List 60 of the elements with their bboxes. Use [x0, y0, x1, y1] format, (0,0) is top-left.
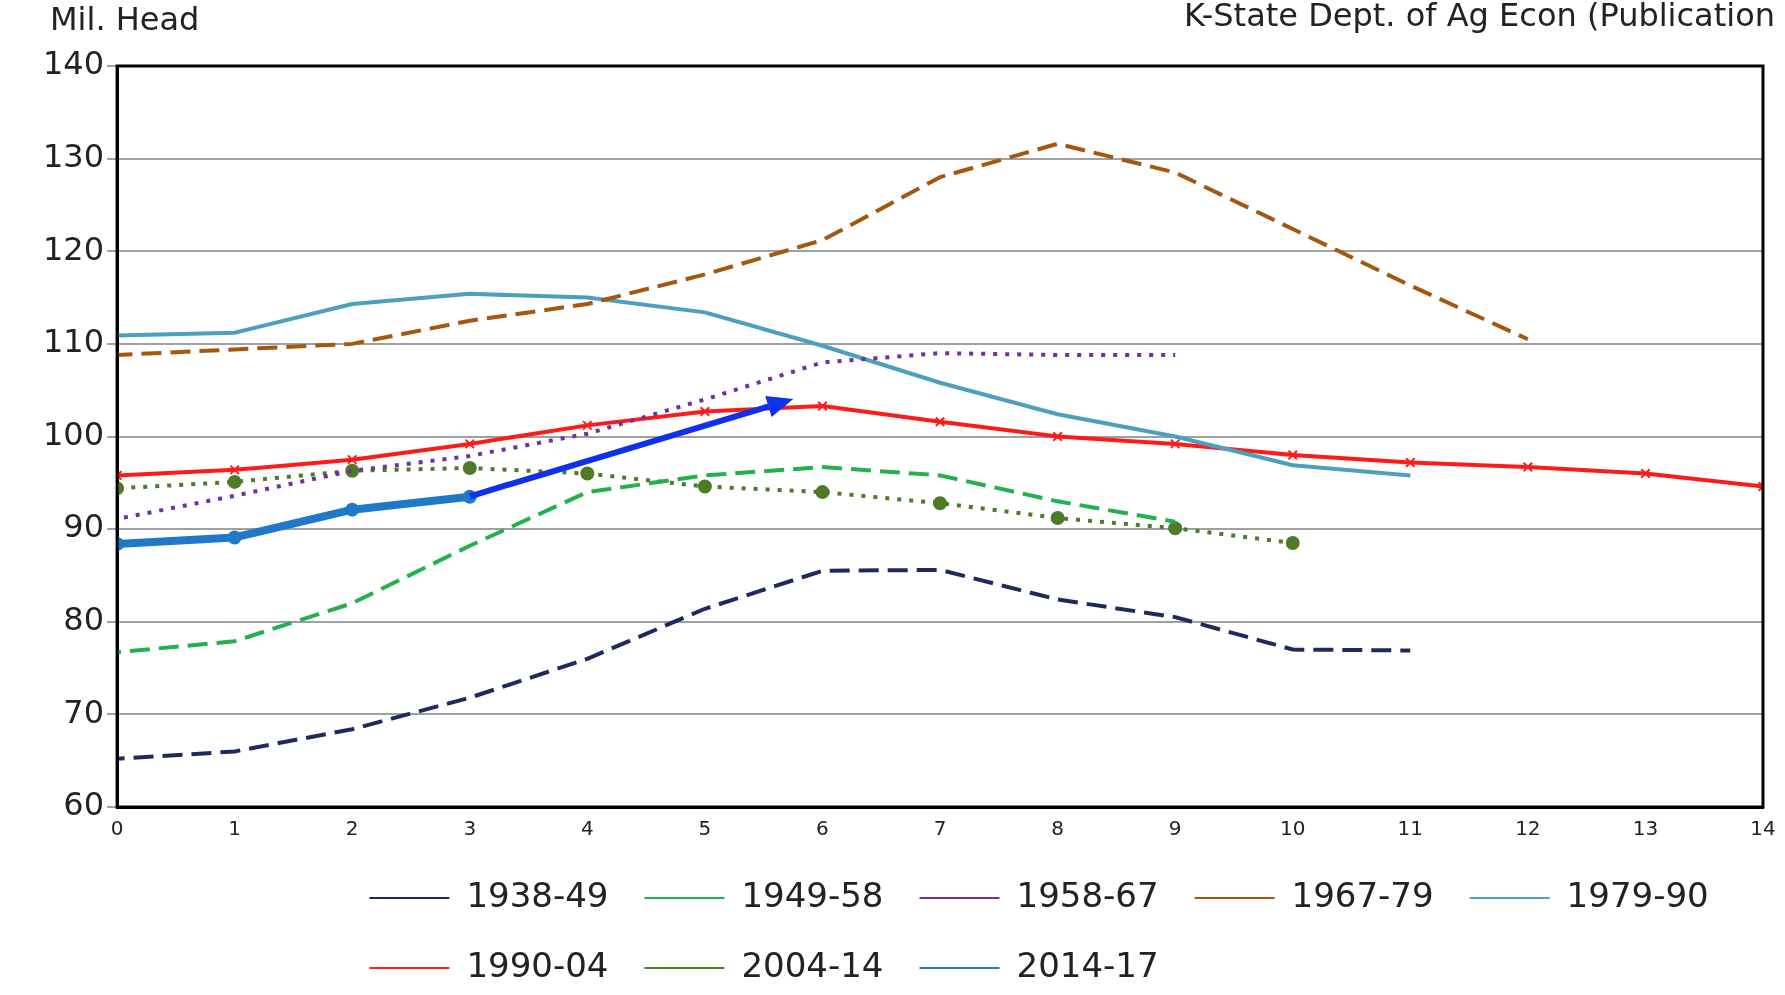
legend-label: 2014-17 — [1016, 944, 1159, 985]
point — [1405, 457, 1416, 468]
x-tick-label: 2 — [345, 816, 359, 841]
x-tick-label: 11 — [1397, 816, 1424, 841]
y-tick-label: 70 — [63, 692, 105, 731]
y-tick-label: 130 — [43, 136, 105, 175]
y-tick-label: 140 — [43, 44, 105, 83]
x-tick-label: 0 — [110, 816, 124, 841]
point — [464, 438, 476, 450]
y-tick-label: 90 — [63, 507, 105, 546]
x-tick-label: 7 — [933, 816, 947, 841]
point — [227, 474, 242, 489]
legend-label: 1990-04 — [466, 944, 609, 985]
x-tick-label: 8 — [1051, 816, 1064, 841]
x-tick-label: 13 — [1632, 816, 1659, 841]
x-tick-label: 12 — [1515, 816, 1541, 841]
x-tick-label: 5 — [698, 816, 712, 841]
x-tick-label: 14 — [1750, 816, 1776, 841]
point — [227, 530, 242, 545]
y-tick-label: 100 — [43, 414, 105, 453]
point — [229, 464, 240, 476]
y-tick-label: 120 — [43, 229, 105, 268]
point — [1640, 468, 1651, 479]
y-tick-label: 60 — [63, 785, 105, 824]
x-tick-label: 3 — [463, 816, 477, 841]
point — [1052, 431, 1063, 442]
text: K-State Dept. of Ag Econ (Publication — [1184, 0, 1775, 35]
point — [697, 479, 712, 494]
point — [345, 502, 360, 517]
x-tick-label: 9 — [1168, 816, 1182, 841]
point — [582, 420, 593, 431]
legend-label: 2004-14 — [741, 944, 884, 985]
point — [934, 416, 946, 427]
x-tick-label: 4 — [580, 816, 594, 841]
x-tick-label: 1 — [228, 816, 242, 841]
y-axis-title: Mil. Head — [50, 0, 200, 39]
x-tick-label: 10 — [1280, 816, 1306, 841]
legend-label: 1967-79 — [1291, 874, 1434, 915]
point — [462, 460, 477, 475]
point — [1522, 461, 1534, 473]
point — [1285, 536, 1300, 551]
point — [1169, 438, 1181, 450]
x-tick-label: 6 — [816, 816, 829, 841]
legend-label: 1949-58 — [741, 874, 884, 915]
point — [933, 496, 948, 511]
point — [699, 406, 711, 417]
y-tick-label: 110 — [43, 322, 105, 361]
y-tick-label: 80 — [63, 600, 105, 639]
point — [817, 400, 828, 412]
line-series — [117, 567, 1413, 761]
point — [1168, 521, 1183, 536]
point — [815, 485, 830, 500]
line-series — [117, 141, 1530, 357]
legend-label: 1958-67 — [1016, 874, 1159, 915]
point — [346, 454, 358, 465]
point — [580, 466, 595, 481]
point — [1287, 449, 1298, 461]
legend-label: 1938-49 — [466, 874, 609, 915]
point — [1050, 511, 1065, 526]
legend-label: 1979-90 — [1566, 874, 1709, 915]
